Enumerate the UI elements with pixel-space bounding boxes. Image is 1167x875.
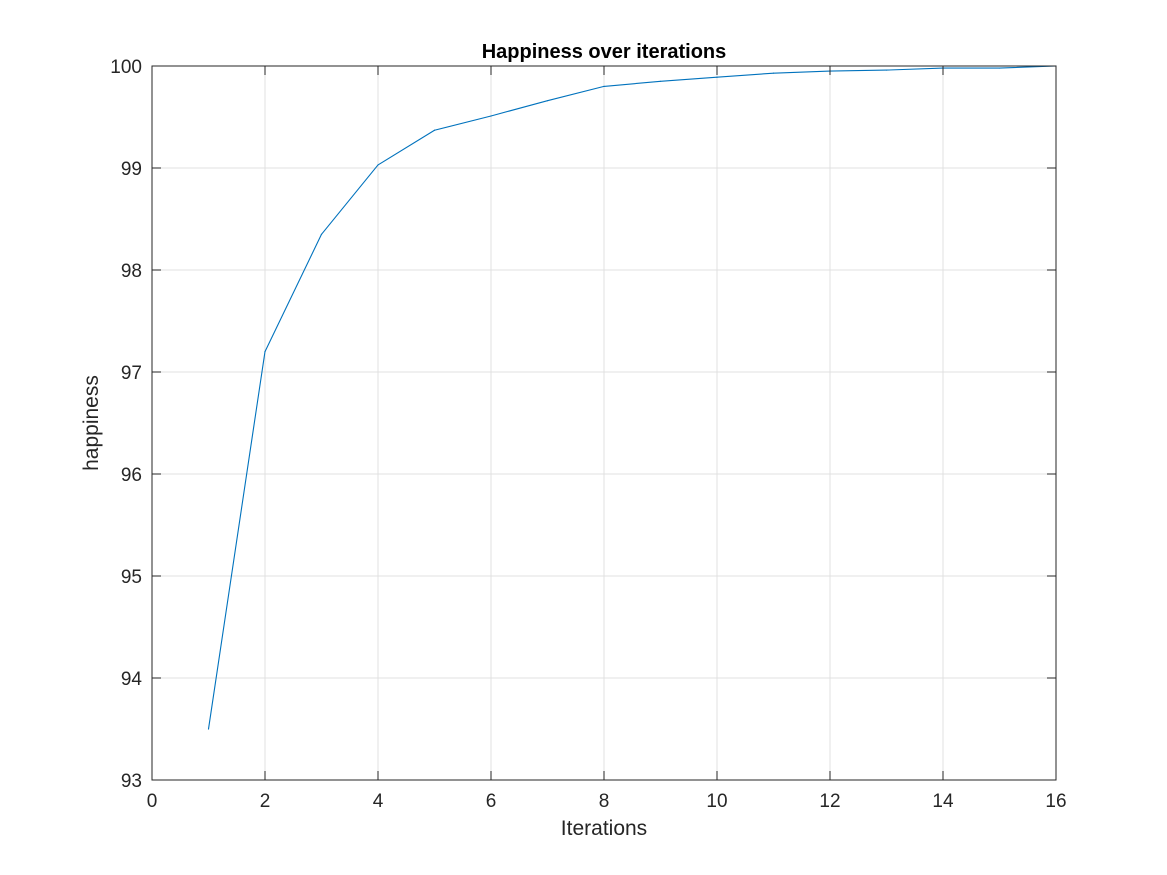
x-tick-label: 16 — [1045, 791, 1066, 812]
y-axis-label: happiness — [80, 375, 103, 471]
data-point — [433, 129, 436, 131]
data-point — [490, 115, 492, 117]
x-tick-label: 6 — [486, 791, 497, 812]
x-tick-labels: 0 2 4 6 8 10 12 14 16 — [147, 791, 1067, 812]
y-tick-labels: 93 94 95 96 97 98 99 100 — [110, 57, 142, 792]
x-axis-label: Iterations — [561, 817, 647, 840]
x-tick-label: 14 — [932, 791, 954, 812]
data-point — [772, 72, 775, 74]
data-point — [659, 80, 662, 82]
x-tick-label: 10 — [706, 791, 727, 812]
y-tick-label: 100 — [110, 57, 142, 78]
data-point — [998, 67, 1001, 69]
data-point — [264, 351, 266, 353]
y-tick-label: 93 — [121, 771, 142, 792]
y-tick-label: 96 — [121, 465, 142, 486]
x-tick-label: 12 — [819, 791, 840, 812]
grid-lines — [152, 66, 1056, 780]
y-tick-label: 99 — [121, 159, 142, 180]
data-point — [885, 69, 888, 71]
data-point — [603, 85, 605, 87]
data-point — [716, 76, 718, 78]
chart-title: Happiness over iterations — [482, 41, 727, 63]
plot-area: 0 2 4 6 8 10 12 14 16 93 94 95 96 97 98 99 100 — [110, 57, 1066, 812]
y-tick-label: 97 — [121, 363, 142, 384]
happiness-series-line — [207, 65, 1057, 730]
data-point — [320, 233, 323, 235]
data-point — [546, 100, 549, 102]
tick-marks — [151, 65, 1057, 781]
data-point — [207, 728, 210, 730]
x-tick-label: 8 — [599, 791, 610, 812]
data-point — [377, 164, 379, 166]
x-tick-label: 4 — [373, 791, 384, 812]
y-tick-label: 98 — [121, 261, 142, 282]
y-tick-label: 95 — [121, 567, 142, 588]
x-tick-label: 2 — [260, 791, 271, 812]
x-tick-label: 0 — [147, 791, 158, 812]
y-tick-label: 94 — [121, 669, 143, 690]
